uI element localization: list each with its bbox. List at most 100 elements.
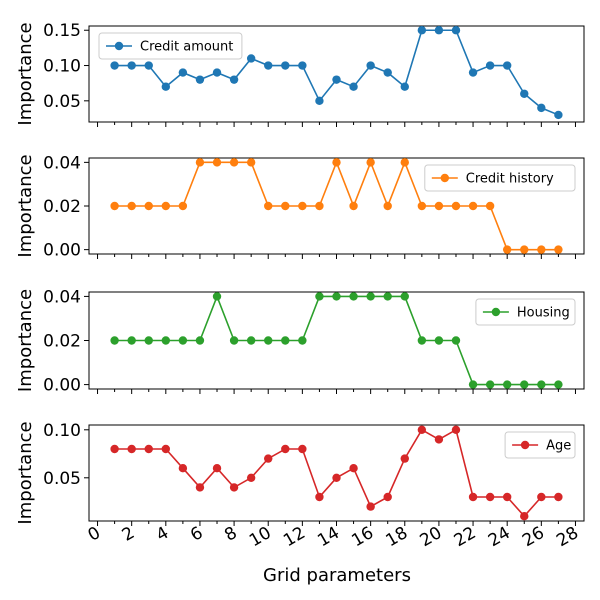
data-point [298, 201, 307, 211]
data-point [537, 380, 546, 389]
x-tick-label: 12 [280, 523, 309, 551]
data-point [332, 158, 341, 167]
data-point [281, 336, 290, 345]
x-tick-label: 14 [314, 523, 343, 551]
data-point [127, 444, 136, 454]
data-point [349, 464, 358, 473]
data-point [417, 425, 427, 434]
data-point [315, 96, 324, 106]
y-axis-title: Importance [15, 421, 36, 524]
data-point [451, 26, 461, 35]
y-tick-label: 0.04 [43, 287, 81, 307]
data-point [554, 245, 563, 254]
data-point [212, 464, 222, 473]
data-point [383, 492, 392, 502]
data-point [366, 158, 375, 167]
data-point [246, 54, 256, 63]
data-point [195, 336, 205, 345]
data-point [110, 444, 119, 454]
y-tick-label: 0.05 [43, 469, 81, 489]
data-point [178, 68, 188, 77]
data-point [229, 158, 239, 167]
y-tick-label: 0.04 [43, 153, 81, 173]
x-tick-label: 20 [417, 523, 446, 551]
data-point [229, 75, 239, 84]
data-point [127, 61, 136, 70]
y-axis-title: Importance [15, 289, 36, 392]
data-point [502, 245, 512, 254]
legend: Housing [475, 298, 576, 326]
x-tick-label: 4 [153, 523, 172, 546]
data-point [502, 380, 512, 389]
data-point [298, 61, 307, 70]
data-point [537, 492, 546, 502]
x-tick-label: 2 [119, 523, 138, 546]
data-point [417, 336, 427, 345]
legend-swatch-marker [491, 307, 501, 317]
data-point [332, 292, 341, 301]
legend-label: Age [546, 439, 571, 454]
data-point [485, 492, 495, 502]
data-point [195, 158, 205, 167]
data-point [383, 201, 392, 211]
data-point [349, 201, 358, 211]
data-point [178, 336, 188, 345]
data-point [212, 292, 222, 301]
data-point [144, 61, 153, 70]
legend-swatch-marker [440, 173, 449, 183]
data-point [229, 483, 239, 492]
data-point [537, 103, 546, 113]
data-point [161, 201, 171, 211]
data-point [366, 61, 375, 70]
data-point [451, 336, 461, 345]
y-axis-title: Importance [15, 22, 36, 125]
panel-age: 0.05 0.10 Importance Age [15, 421, 585, 526]
data-point [366, 292, 375, 301]
legend: Age [504, 431, 576, 459]
data-point [417, 201, 427, 211]
data-point [502, 61, 512, 70]
x-tick-label: 24 [485, 523, 514, 551]
data-point [485, 201, 495, 211]
data-point [144, 336, 153, 345]
data-point [434, 435, 444, 444]
x-tick-label: 18 [383, 523, 412, 551]
panel-credit-history: 0.00 0.02 0.04 Importance Credit history [15, 153, 585, 261]
y-tick-label: 0.02 [43, 332, 81, 352]
data-point [554, 492, 563, 502]
data-point [383, 68, 392, 77]
data-point [264, 201, 273, 211]
data-point [264, 454, 273, 463]
data-point [195, 483, 205, 492]
legend-label: Credit history [466, 172, 554, 187]
data-point [195, 75, 205, 84]
y-tick-label: 0.05 [43, 92, 81, 112]
legend-box [475, 298, 576, 326]
data-point [315, 492, 324, 502]
data-point [178, 201, 188, 211]
data-point [332, 75, 341, 84]
x-tick-label: 10 [246, 523, 275, 551]
data-point [264, 61, 273, 70]
data-point [400, 454, 409, 463]
data-point [127, 201, 136, 211]
x-tick-label: 26 [519, 523, 548, 551]
x-tick-label: 6 [187, 523, 206, 546]
data-point [127, 336, 136, 345]
data-point [229, 336, 239, 345]
data-point [349, 292, 358, 301]
data-point [468, 68, 478, 77]
data-point [366, 502, 375, 511]
x-tick-label: 28 [553, 523, 582, 551]
y-tick-label: 0.00 [43, 376, 81, 396]
panel-credit-amount: 0.05 0.10 0.15 Importance Credit amount [15, 21, 585, 127]
y-tick-label: 0.10 [43, 421, 81, 441]
data-point [434, 201, 444, 211]
legend: Credit history [424, 164, 576, 192]
legend-box [424, 164, 576, 192]
data-point [246, 336, 256, 345]
data-point [144, 444, 153, 454]
y-tick-label: 0.02 [43, 197, 81, 217]
x-tick-label: 0 [85, 523, 104, 546]
data-point [315, 292, 324, 301]
